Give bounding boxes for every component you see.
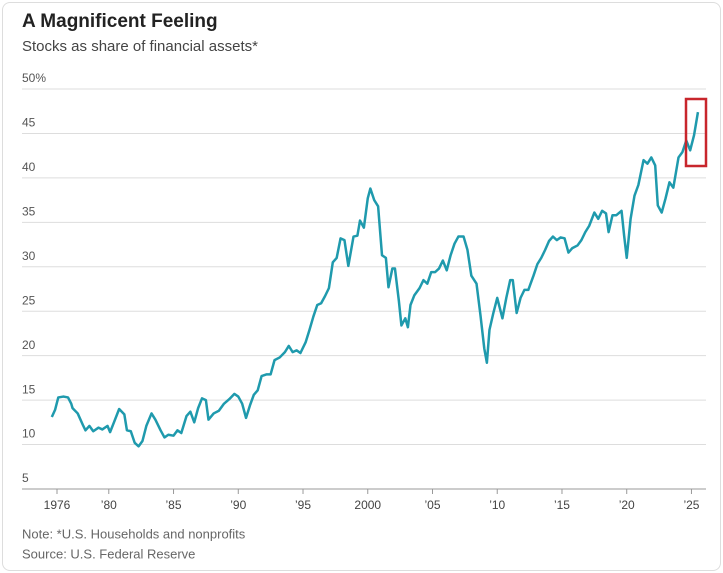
x-tick-label: ’10 xyxy=(489,498,505,512)
y-tick-label: 25 xyxy=(22,293,36,307)
y-tick-label: 50% xyxy=(22,71,46,85)
chart-title: A Magnificent Feeling xyxy=(22,11,218,32)
x-tick-label: 1976 xyxy=(44,498,71,512)
y-tick-label: 45 xyxy=(22,116,36,130)
y-tick-label: 15 xyxy=(22,382,36,396)
x-tick-label: 2000 xyxy=(354,498,381,512)
x-tick-label: ’25 xyxy=(683,498,699,512)
chart-subtitle: Stocks as share of financial assets* xyxy=(22,38,258,55)
series-line xyxy=(50,111,700,448)
x-tick-label: ’05 xyxy=(424,498,440,512)
x-tick-label: ’90 xyxy=(230,498,246,512)
highlight-box xyxy=(684,97,708,168)
y-tick-label: 30 xyxy=(22,249,36,263)
y-tick-label: 20 xyxy=(22,338,36,352)
y-tick-label: 5 xyxy=(22,471,29,485)
y-tick-label: 35 xyxy=(22,205,36,219)
source: Source: U.S. Federal Reserve xyxy=(22,546,195,561)
x-tick-label: ’20 xyxy=(619,498,635,512)
x-tick-label: ’15 xyxy=(554,498,570,512)
x-tick-label: ’85 xyxy=(166,498,182,512)
y-tick-label: 10 xyxy=(22,427,36,441)
note: Note: *U.S. Households and nonprofits xyxy=(22,526,246,541)
x-tick-label: ’95 xyxy=(295,498,311,512)
y-tick-label: 40 xyxy=(22,160,36,174)
x-tick-label: ’80 xyxy=(101,498,117,512)
